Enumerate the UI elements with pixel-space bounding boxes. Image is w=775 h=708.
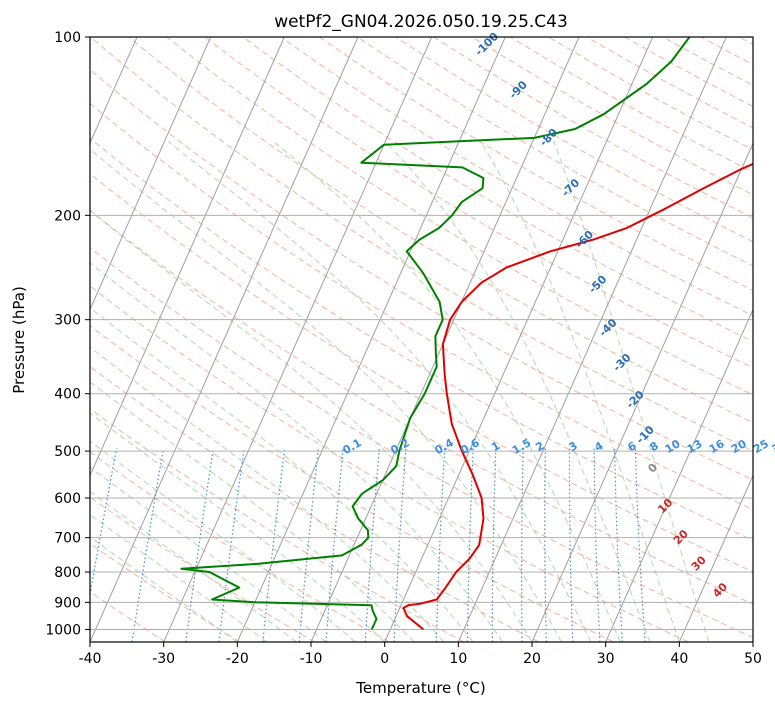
pressure-grid — [90, 36, 753, 630]
x-tick-label: 0 — [380, 651, 389, 667]
x-tick-label: -40 — [79, 651, 102, 667]
x-axis-ticks: -40 -30 -20 -10 0 10 20 30 40 50 — [79, 642, 762, 667]
isotherm — [605, 308, 753, 642]
dry-adiabat — [90, 407, 465, 642]
y-tick-label: 600 — [54, 491, 81, 507]
y-tick-label: 200 — [54, 208, 81, 224]
y-tick-label: 400 — [54, 387, 81, 403]
isotherm — [531, 141, 753, 642]
mixing-ratio-line — [90, 448, 118, 599]
isotherm — [236, 37, 506, 642]
y-tick-label: 300 — [54, 313, 81, 329]
isotherm — [90, 37, 212, 311]
x-tick-label: 50 — [744, 651, 762, 667]
dry-adiabat — [90, 325, 614, 642]
y-tick-label: 800 — [54, 565, 81, 581]
x-axis-label: Temperature (°C) — [355, 679, 485, 697]
mixing-ratio-line — [491, 448, 497, 642]
dry-adiabat — [90, 285, 689, 642]
dry-adiabat — [90, 365, 540, 642]
series-layer — [180, 37, 753, 631]
mixing-ratio-label: 30 — [770, 437, 775, 456]
mixing-ratio-label: 25 — [751, 437, 771, 456]
dry-adiabat — [90, 102, 753, 511]
y-tick-label: 100 — [54, 30, 81, 46]
isotherm — [752, 640, 753, 642]
isotherm — [457, 37, 727, 642]
dry-adiabat — [90, 496, 315, 642]
dry-adiabat — [319, 37, 753, 292]
dry-adiabat — [90, 590, 166, 642]
x-tick-label: -10 — [300, 651, 323, 667]
dewpoint-line — [180, 37, 691, 630]
dry-adiabat — [280, 37, 753, 317]
x-tick-label: -20 — [226, 651, 249, 667]
mixing-ratio-line — [521, 448, 524, 642]
isotherm — [678, 474, 753, 642]
dry-adiabat — [90, 68, 753, 481]
dry-adiabat — [166, 37, 753, 396]
dry-adiabat — [204, 37, 753, 369]
isotherm — [163, 37, 433, 642]
x-tick-label: 30 — [597, 651, 615, 667]
x-tick-label: 10 — [449, 651, 467, 667]
y-tick-label: 500 — [54, 444, 81, 460]
dry-adiabat — [90, 451, 390, 642]
y-tick-label: 700 — [54, 531, 81, 547]
plot-frame — [89, 36, 754, 643]
y-axis-ticks: 1000 900 800 700 600 500 400 300 200 100 — [45, 30, 90, 638]
y-tick-label: 1000 — [45, 622, 81, 638]
isotherm — [384, 37, 654, 642]
isotherm — [90, 37, 359, 642]
chart-title: wetPf2_GN04.2026.050.19.25.C43 — [274, 12, 568, 32]
dry-adiabat — [90, 137, 753, 541]
dry-adiabat — [90, 209, 753, 605]
plot-background — [90, 37, 753, 642]
isotherm — [90, 37, 285, 477]
mixing-ratio-line — [131, 448, 164, 642]
mixing-ratio-line — [544, 448, 547, 642]
y-axis-label: Pressure (hPa) — [10, 286, 28, 394]
isotherm — [90, 37, 138, 145]
x-tick-label: -30 — [152, 651, 175, 667]
y-tick-label: 900 — [54, 595, 81, 611]
temperature-line — [402, 162, 753, 631]
x-tick-label: 40 — [670, 651, 688, 667]
x-tick-label: 20 — [523, 651, 541, 667]
